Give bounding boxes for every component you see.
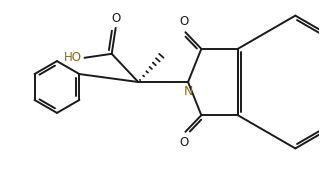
Text: O: O [112,12,121,25]
Text: O: O [179,15,188,28]
Text: N: N [184,85,193,98]
Text: HO: HO [64,51,82,64]
Text: O: O [179,136,188,149]
